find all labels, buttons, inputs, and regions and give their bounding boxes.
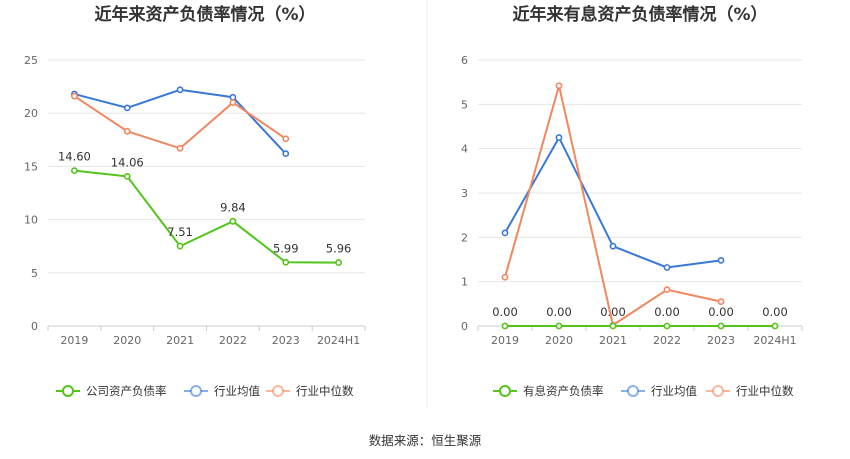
left-data-label: 14.60 bbox=[58, 150, 91, 164]
left-y-tick-label: 25 bbox=[24, 54, 38, 67]
right-point-company bbox=[555, 322, 563, 330]
right-point-company bbox=[717, 322, 725, 330]
legend-marker bbox=[62, 385, 74, 397]
left-data-label: 9.84 bbox=[220, 200, 246, 214]
right-data-label: 0.00 bbox=[708, 305, 734, 319]
right-point-industry-avg bbox=[663, 264, 671, 271]
right-point-company bbox=[609, 322, 617, 330]
right-chart-title: 近年来有息资产负债率情况（%） bbox=[512, 4, 767, 25]
legend-marker bbox=[190, 385, 202, 397]
right-point-company bbox=[663, 322, 671, 330]
left-point-industry-median bbox=[176, 144, 184, 152]
right-point-company bbox=[501, 322, 509, 330]
legend-label: 行业均值 bbox=[651, 384, 697, 398]
right-point-industry-avg bbox=[555, 134, 563, 141]
left-x-tick-label: 2024H1 bbox=[317, 334, 360, 347]
left-point-company bbox=[71, 167, 78, 175]
left-point-company bbox=[123, 173, 131, 180]
left-data-label: 5.99 bbox=[273, 241, 299, 255]
right-legend-item-company[interactable]: 有息资产负债率 bbox=[493, 384, 604, 398]
right-x-tick-label: 2022 bbox=[653, 334, 681, 347]
right-chart: 近年来有息资产负债率情况（%） 0 1 2 3 4 5 6 2019 2020 2021 2022 20… bbox=[461, 4, 803, 398]
left-x-tick-label: 2019 bbox=[60, 334, 88, 347]
left-data-label: 14.06 bbox=[111, 155, 144, 169]
left-x-tick-label: 2023 bbox=[272, 334, 300, 347]
left-point-industry-avg bbox=[282, 150, 290, 158]
right-y-tick-label: 4 bbox=[461, 143, 468, 156]
left-point-industry-median bbox=[229, 99, 237, 106]
left-x-tick-label: 2022 bbox=[219, 334, 247, 347]
right-y-tick-label: 2 bbox=[461, 231, 468, 244]
legend-label: 有息资产负债率 bbox=[523, 384, 604, 398]
left-y-tick-label: 5 bbox=[31, 267, 38, 280]
right-x-tick-label: 2019 bbox=[491, 334, 519, 347]
left-y-tick-label: 10 bbox=[24, 214, 38, 227]
legend-marker bbox=[712, 385, 724, 397]
left-chart-title: 近年来资产负债率情况（%） bbox=[94, 4, 315, 25]
right-data-label: 0.00 bbox=[762, 305, 788, 319]
left-point-industry-median bbox=[282, 135, 290, 143]
right-y-tick-label: 3 bbox=[461, 187, 468, 200]
right-point-industry-avg bbox=[717, 256, 725, 264]
right-point-industry-median bbox=[555, 82, 563, 90]
legend-label: 行业中位数 bbox=[296, 384, 354, 398]
right-point-industry-median bbox=[717, 298, 725, 306]
right-data-label: 0.00 bbox=[492, 305, 518, 319]
left-y-tick-label: 0 bbox=[31, 320, 38, 333]
left-series-line-industry-avg bbox=[74, 88, 287, 155]
right-point-company bbox=[771, 322, 779, 330]
left-point-industry-avg bbox=[123, 104, 131, 112]
left-point-industry-avg bbox=[176, 86, 184, 94]
right-data-label: 0.00 bbox=[546, 305, 572, 319]
right-legend-item-industry-avg[interactable]: 行业均值 bbox=[621, 384, 697, 398]
left-point-company bbox=[282, 258, 290, 266]
legend-marker bbox=[627, 385, 639, 397]
legend-marker bbox=[499, 385, 511, 397]
right-legend-item-industry-median[interactable]: 行业中位数 bbox=[706, 384, 794, 398]
left-data-label: 5.96 bbox=[326, 242, 352, 256]
left-chart: 近年来资产负债率情况（%） 0 5 10 15 20 25 2019 2020 2021 2022 2… bbox=[24, 4, 366, 398]
left-point-company bbox=[229, 217, 237, 225]
right-point-industry-avg bbox=[501, 229, 509, 237]
right-x-tick-label: 2024H1 bbox=[753, 334, 796, 347]
right-x-tick-label: 2021 bbox=[599, 334, 627, 347]
left-x-tick-label: 2020 bbox=[113, 334, 141, 347]
legend-label: 行业中位数 bbox=[736, 384, 794, 398]
left-y-tick-label: 20 bbox=[24, 107, 38, 120]
right-y-tick-label: 0 bbox=[461, 320, 468, 333]
legend-label: 公司资产负债率 bbox=[86, 384, 167, 398]
right-point-industry-avg bbox=[609, 242, 617, 250]
left-point-industry-median bbox=[71, 92, 78, 100]
right-y-tick-label: 5 bbox=[461, 98, 468, 111]
right-x-tick-label: 2023 bbox=[707, 334, 735, 347]
left-legend-item-industry-median[interactable]: 行业中位数 bbox=[266, 384, 354, 398]
data-source-note: 数据来源：恒生聚源 bbox=[368, 433, 482, 448]
left-legend-item-company[interactable]: 公司资产负债率 bbox=[56, 384, 167, 398]
right-y-tick-label: 1 bbox=[461, 276, 468, 289]
legend-marker bbox=[272, 385, 284, 397]
left-data-label: 7.51 bbox=[167, 225, 193, 239]
left-x-tick-label: 2021 bbox=[166, 334, 194, 347]
right-data-label: 0.00 bbox=[600, 305, 626, 319]
right-y-tick-label: 6 bbox=[461, 54, 468, 67]
left-point-industry-median bbox=[123, 127, 131, 135]
left-series-line-industry-median bbox=[73, 95, 287, 150]
left-point-company bbox=[335, 259, 342, 266]
right-point-industry-median bbox=[663, 286, 671, 294]
left-point-company bbox=[176, 242, 184, 250]
left-series-line-company bbox=[74, 169, 339, 264]
right-point-industry-median bbox=[501, 273, 509, 281]
right-x-tick-label: 2020 bbox=[545, 334, 573, 347]
right-series-line-industry-median bbox=[504, 85, 722, 327]
right-data-label: 0.00 bbox=[654, 305, 680, 319]
left-point-industry-avg bbox=[229, 93, 237, 101]
left-y-tick-label: 15 bbox=[24, 160, 38, 173]
left-legend-item-industry-avg[interactable]: 行业均值 bbox=[184, 384, 260, 398]
legend-label: 行业均值 bbox=[214, 384, 260, 398]
